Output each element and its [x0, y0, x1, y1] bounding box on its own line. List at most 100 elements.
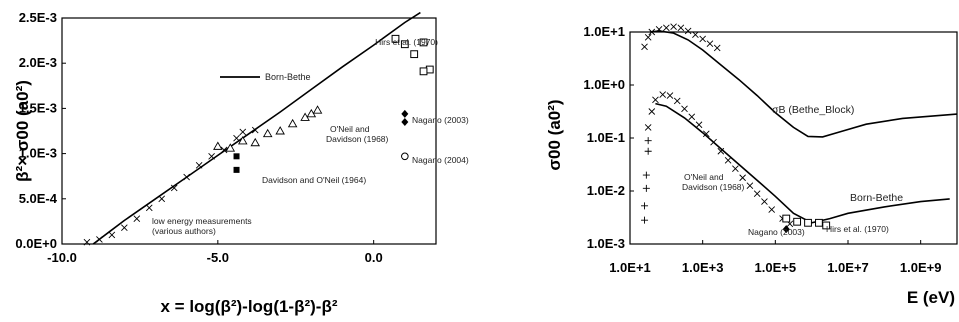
right-y-tick-label: 1.0E+0 — [583, 77, 625, 92]
left-series-low-energy-measurements-various-authors-point — [158, 195, 166, 203]
left-series-low-energy-measurements-various-authors-point — [145, 204, 153, 212]
right-series-crosses-point — [699, 35, 706, 43]
right-series-hirs-et-al-1970-point — [815, 218, 823, 227]
left-ann-nagano-2003: Nagano (2003) — [412, 115, 469, 125]
right-series-data-point — [681, 105, 688, 113]
left-y-tick-label: 0.0E+0 — [15, 236, 57, 251]
right-ann-oneil-1: O'Neil and — [684, 172, 724, 182]
left-series-o-neil-and-davidson-1968-point — [275, 126, 285, 135]
right-x-tick-label: 1.0E+5 — [755, 260, 797, 275]
right-series-data-point — [724, 156, 732, 164]
right-series-hirs-et-al-1970-point — [804, 218, 812, 227]
left-y-tick-label: 5.0E-4 — [19, 191, 58, 206]
right-series-crosses-point — [663, 24, 670, 32]
right-series-crosses-point — [684, 27, 692, 35]
right-series-data-point — [768, 206, 776, 213]
right-series-data-point — [659, 91, 667, 98]
left-series-low-energy-measurements-various-authors-point — [121, 224, 128, 232]
right-series-nagano-2003-point — [782, 225, 790, 234]
right-series-hirs-et-al-1970-point — [793, 217, 802, 226]
left-series-davidson-and-o-neil-1964-point — [233, 166, 240, 173]
right-series-data-point — [732, 165, 739, 173]
right-x-axis-label: E (eV) — [907, 288, 955, 307]
left-series-low-energy-measurements-various-authors-point — [96, 236, 103, 243]
left-ann-davidson-oneil: Davidson and O'Neil (1964) — [262, 175, 366, 185]
right-series-data-point — [746, 182, 754, 190]
right-ann-born-bethe: Born-Bethe — [850, 192, 903, 204]
right-series-plus-point — [644, 137, 652, 145]
left-x-ticks: -10.0 -5.0 0.0 — [47, 240, 383, 265]
right-series-born-bethe-line — [655, 102, 950, 224]
right-series-data-point — [717, 147, 725, 155]
left-series-davidson-and-o-neil-1964-point — [233, 153, 240, 160]
right-ann-hirs: Hirs et al. (1970) — [826, 224, 889, 234]
left-y-tick-label: 2.5E-3 — [19, 10, 57, 25]
left-series-hirs-et-al-1970-point — [400, 40, 409, 49]
right-series-data-point — [673, 97, 681, 105]
right-ann-nagano-2003: Nagano (2003) — [748, 227, 805, 237]
right-series-plus-point — [642, 184, 650, 192]
right-series-crosses-point — [655, 26, 663, 33]
right-x-tick-label: 1.0E+3 — [682, 260, 724, 275]
right-series-data-point — [710, 138, 717, 146]
right-series-crosses-point — [692, 31, 699, 38]
left-series-o-neil-and-davidson-1968-point — [250, 137, 261, 147]
left-y-tick-label: 1.5E-3 — [19, 100, 57, 115]
left-y-axis-label: β²× σ00 (a0²) — [13, 80, 32, 182]
right-y-axis-label: σ00 (a0²) — [545, 99, 564, 170]
left-series-o-neil-and-davidson-1968-point — [237, 136, 248, 145]
right-series-crosses-point — [648, 28, 656, 36]
left-series-low-energy-measurements-various-authors-point — [183, 173, 190, 181]
right-y-tick-label: 1.0E+1 — [583, 24, 625, 39]
right-series-plus-point — [644, 147, 652, 155]
right-series-crosses-point — [644, 33, 652, 41]
right-series-data-point — [688, 113, 696, 121]
left-x-tick-label: -5.0 — [207, 250, 229, 265]
left-ann-low-energy-2: (various authors) — [152, 226, 216, 236]
right-series-data-point — [644, 124, 652, 131]
left-chart: 0.0E+0 5.0E-4 1.0E-3 1.5E-3 2.0E-3 2.5E-3 -10… — [13, 10, 469, 316]
right-series-data-point — [695, 121, 703, 129]
left-series-born-bethe-line — [92, 11, 421, 245]
left-series-low-energy-measurements-various-authors-point — [170, 184, 178, 192]
right-series-crosses-point — [677, 24, 685, 32]
left-ann-oneil-2: Davidson (1968) — [326, 134, 389, 144]
left-x-axis-label: x = log(β²)-log(1-β²)-β² — [160, 297, 337, 316]
left-ann-nagano-2004: Nagano (2004) — [412, 155, 469, 165]
right-y-tick-label: 1.0E-2 — [587, 183, 625, 198]
right-x-ticks: 1.0E+1 1.0E+3 1.0E+5 1.0E+7 1.0E+9 — [609, 240, 941, 275]
left-series-hirs-et-al-1970-point — [419, 67, 428, 76]
left-series-o-neil-and-davidson-1968-point — [262, 128, 273, 138]
left-y-tick-label: 2.0E-3 — [19, 55, 57, 70]
left-x-tick-label: -10.0 — [47, 250, 77, 265]
left-series-low-energy-measurements-various-authors-point — [220, 146, 228, 154]
left-legend-label: Born-Bethe — [265, 72, 311, 82]
left-series-nagano-2003-point — [401, 117, 409, 126]
right-plot-frame — [629, 31, 958, 245]
left-series-low-energy-measurements-various-authors-point — [239, 128, 247, 136]
right-series-data-point — [761, 198, 768, 205]
left-series-o-neil-and-davidson-1968-point — [225, 143, 236, 152]
left-y-tick-label: 1.0E-3 — [19, 146, 57, 161]
left-series-low-energy-measurements-various-authors-point — [208, 152, 215, 160]
right-x-tick-label: 1.0E+7 — [827, 260, 869, 275]
right-x-tick-label: 1.0E+9 — [900, 260, 942, 275]
right-ann-bethe-block: σB (Bethe_Block) — [772, 104, 854, 116]
left-series-o-neil-and-davidson-1968-point — [312, 105, 323, 114]
right-y-tick-label: 1.0E-3 — [587, 236, 625, 251]
right-series-data-point — [652, 96, 659, 104]
right-series-plus-point — [641, 216, 649, 224]
right-series — [641, 23, 958, 234]
left-series-o-neil-and-davidson-1968-point — [287, 118, 298, 128]
left-series-low-energy-measurements-various-authors-point — [195, 162, 203, 169]
right-series-data-point — [739, 174, 746, 182]
right-chart: 1.0E-31.0E-21.0E-11.0E+01.0E+1 1.0E+1 1.0… — [545, 23, 958, 307]
left-ann-hirs: Hirs et al. (1970) — [375, 37, 438, 47]
left-ann-low-energy-1: low energy measurements — [152, 216, 252, 226]
right-series-crosses-point — [641, 43, 648, 51]
right-x-tick-label: 1.0E+1 — [609, 260, 651, 275]
left-series-o-neil-and-davidson-1968-point — [213, 141, 223, 150]
right-series-data-point — [702, 130, 710, 138]
left-series-hirs-et-al-1970-point — [410, 50, 419, 59]
